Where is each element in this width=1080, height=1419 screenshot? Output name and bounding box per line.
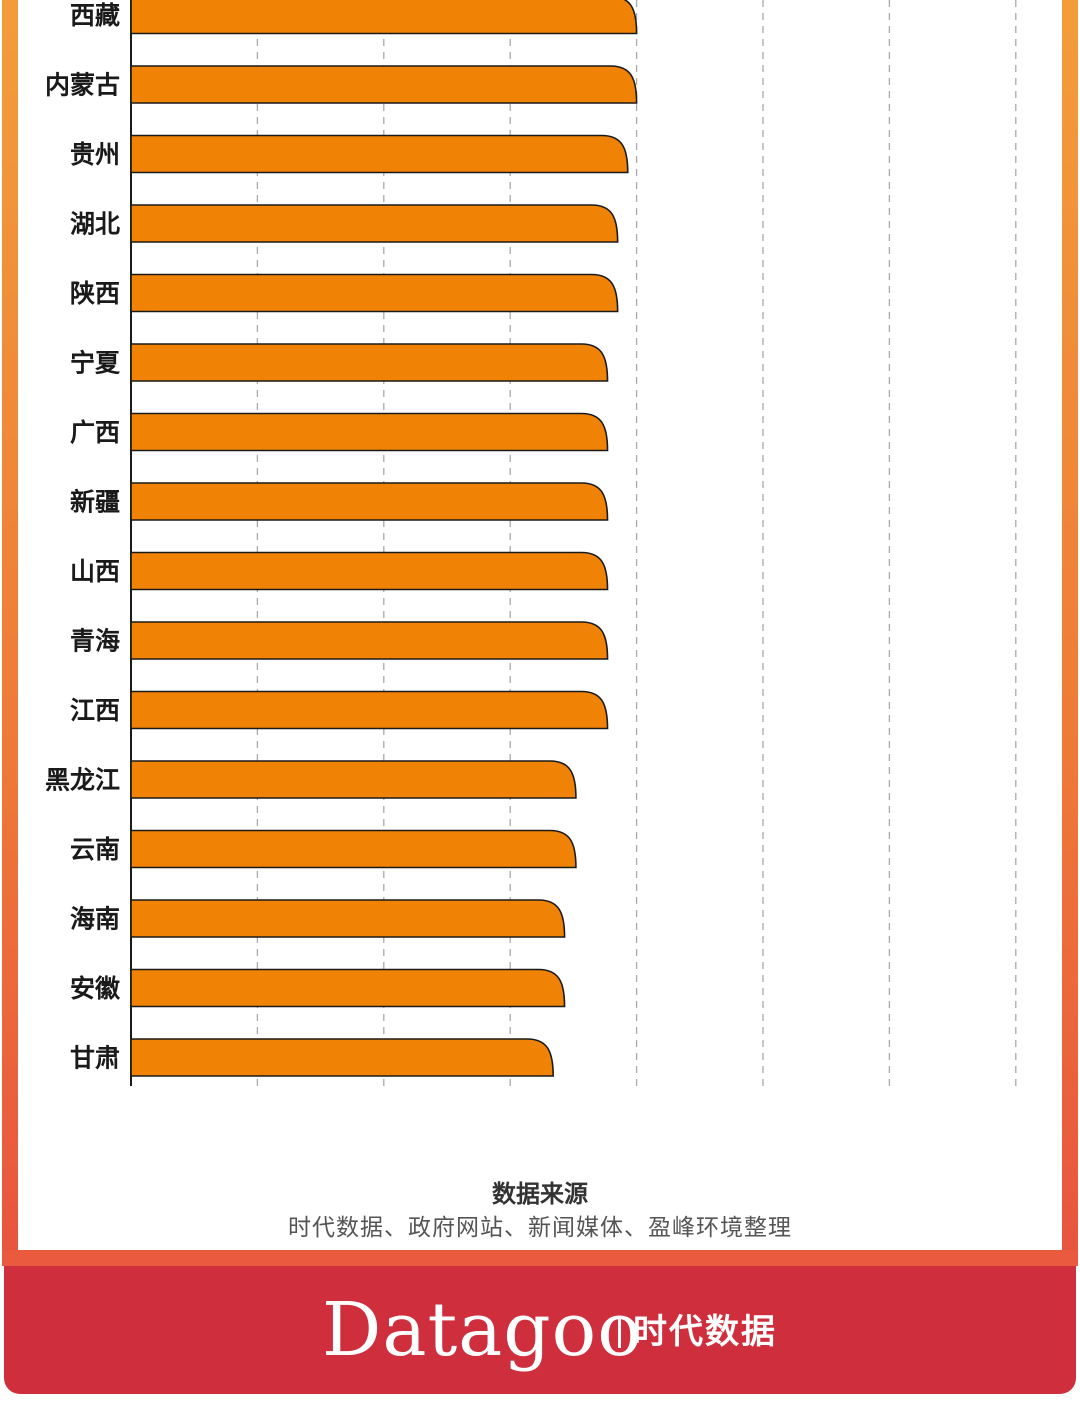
category-label: 广西 — [70, 418, 120, 447]
bar — [130, 65, 638, 104]
bar — [130, 134, 629, 174]
bar — [130, 343, 609, 382]
category-label: 陕西 — [70, 279, 120, 308]
bar — [130, 0, 638, 35]
bar — [130, 482, 609, 521]
bar — [130, 204, 619, 243]
category-label: 湖北 — [70, 210, 120, 239]
source-text: 时代数据、政府网站、新闻媒体、盈峰环境整理 — [288, 1215, 792, 1241]
bar — [130, 899, 566, 938]
bar — [130, 551, 609, 591]
frame-bottom-border — [2, 1250, 1078, 1266]
category-label: 安徽 — [70, 974, 121, 1003]
category-label: 西藏 — [70, 1, 120, 30]
bar — [130, 829, 577, 869]
category-label: 云南 — [70, 835, 120, 864]
bar — [130, 760, 577, 799]
bar — [130, 1038, 554, 1077]
category-label: 黑龙江 — [45, 766, 120, 795]
category-label: 甘肃 — [70, 1044, 120, 1073]
category-label: 新疆 — [70, 488, 120, 517]
category-label: 山西 — [70, 557, 120, 586]
bar — [130, 621, 609, 660]
category-label: 宁夏 — [70, 349, 121, 378]
footer-band — [4, 1266, 1076, 1394]
category-label: 内蒙古 — [45, 71, 120, 100]
bar — [130, 273, 619, 313]
frame-left-border — [2, 0, 18, 1252]
source-title: 数据来源 — [492, 1180, 588, 1208]
category-label: 贵州 — [70, 140, 120, 169]
bar — [130, 968, 566, 1008]
brand-divider — [618, 1318, 621, 1348]
category-label: 海南 — [70, 905, 120, 934]
frame-right-border — [1062, 0, 1078, 1252]
brand-name-cn: 时代数据 — [633, 1312, 777, 1352]
category-label: 青海 — [70, 627, 120, 656]
bar — [130, 412, 609, 452]
category-label: 江西 — [70, 696, 120, 725]
brand-logo: Datagoo — [322, 1287, 643, 1373]
bar — [130, 690, 609, 730]
